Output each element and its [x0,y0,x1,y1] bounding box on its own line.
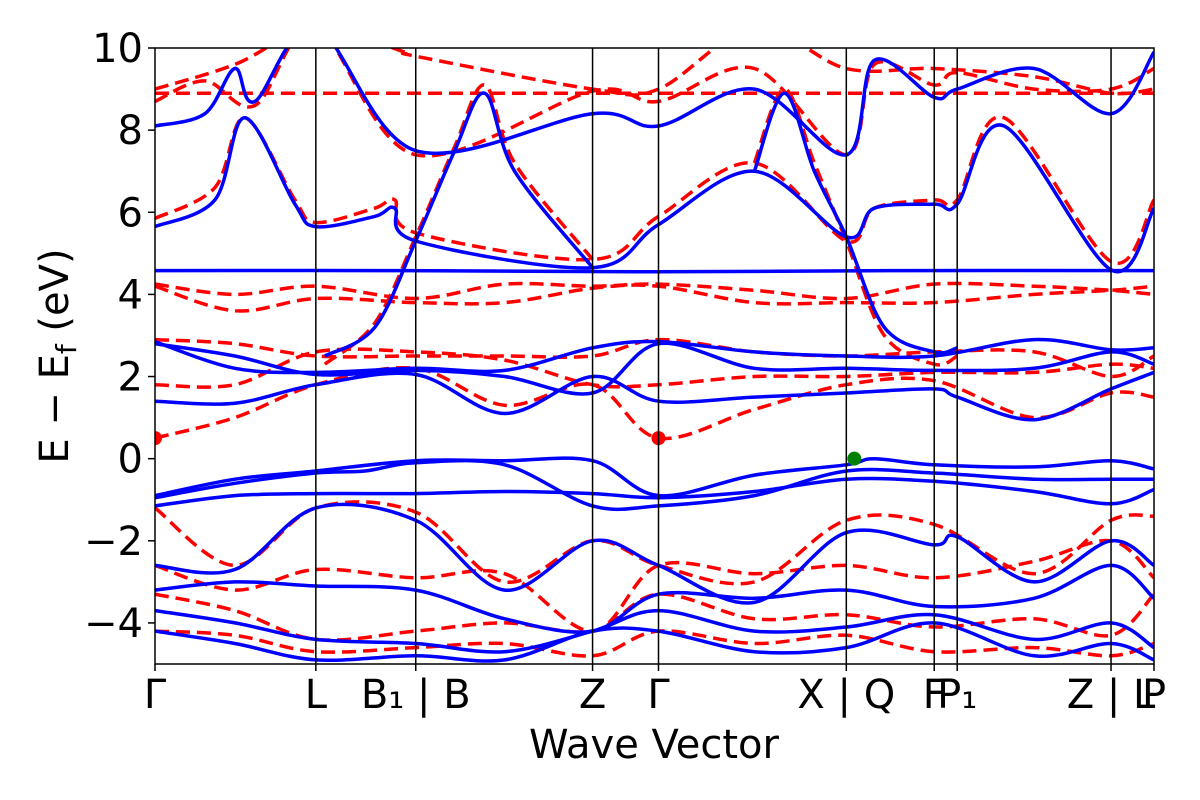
solid-band-line [155,116,1154,274]
band-edge-marker [155,431,162,446]
solid-band-line [155,48,1154,157]
x-axis-label: Wave Vector [529,722,780,768]
band-edge-marker [847,451,862,466]
plot-frame [154,47,1155,665]
y-tick-label: 6 [118,190,143,236]
solid-band-line [155,502,1154,605]
solid-band-line [155,268,1154,274]
y-tick-label: 10 [92,26,143,72]
y-axis-ticks: −4 −2 0 2 4 6 8 10 [84,26,155,647]
y-tick-label: 0 [118,437,143,483]
y-tick-label: 8 [118,108,143,154]
dashed-band-line [155,538,1154,633]
y-axis-label: E − Ef (eV) [32,248,83,463]
kpoint-lines [315,48,1112,664]
x-tick-label: Γ [647,672,670,718]
y-tick-label: −4 [84,601,143,647]
y-axis-label-unit: (eV) [32,248,78,344]
y-axis-label-sub: f [50,343,83,354]
dashed-band-line [155,283,1154,313]
y-tick-label: 4 [118,272,143,318]
x-tick-label: Z [579,672,606,718]
solid-band-line [155,621,1154,663]
x-tick-label: Γ [144,672,167,718]
solid-band-line [155,563,1154,634]
x-tick-label: B₁ | B [361,672,471,718]
y-tick-label: 2 [118,355,143,401]
band-lines [155,48,1154,663]
dashed-band-line [155,115,1154,266]
dashed-band-line [155,48,1154,158]
solid-band-line [323,91,594,358]
x-tick-label: F [923,672,946,718]
dashed-band-line [155,48,1154,97]
x-tick-label: Z | L [1067,672,1156,718]
x-tick-label: X | Q [797,672,895,718]
solid-band-line [155,456,1154,498]
x-tick-label: P₁ [937,672,977,718]
x-tick-label: L [305,672,328,718]
dashed-band-line [155,365,1154,441]
solid-band-line [752,91,958,355]
dashed-band-line [323,83,594,366]
y-tick-label: −2 [84,519,143,565]
x-tick-label: P [1142,672,1166,718]
y-axis-label-main: E − E [32,354,78,464]
solid-band-line [155,476,1154,508]
dashed-band-line [752,87,959,367]
solid-band-line [155,370,1154,422]
